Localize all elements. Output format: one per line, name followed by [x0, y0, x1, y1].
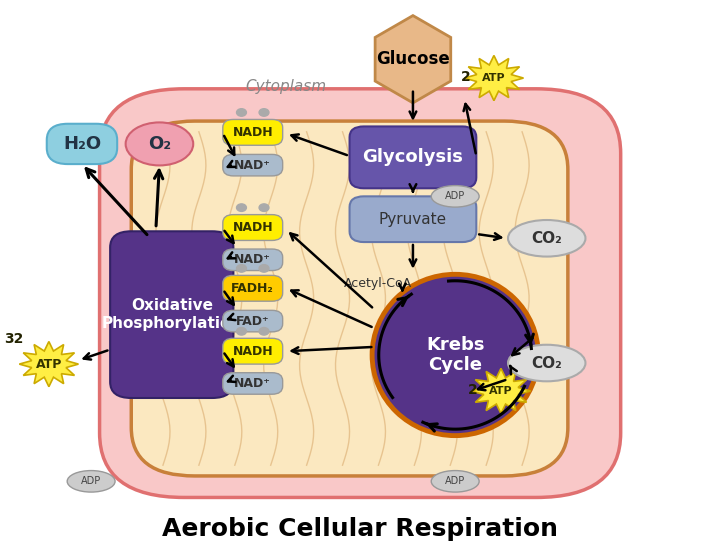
Polygon shape	[464, 56, 523, 100]
Ellipse shape	[508, 220, 586, 257]
FancyBboxPatch shape	[223, 249, 282, 271]
Text: O₂: O₂	[148, 135, 171, 153]
Text: Pyruvate: Pyruvate	[379, 212, 447, 227]
Circle shape	[237, 204, 247, 211]
Circle shape	[237, 265, 247, 272]
Polygon shape	[19, 342, 79, 387]
Text: NADH: NADH	[232, 126, 273, 139]
FancyBboxPatch shape	[223, 275, 282, 301]
Text: ADP: ADP	[445, 476, 465, 486]
Text: Acetyl-CoA: Acetyl-CoA	[344, 277, 412, 290]
Ellipse shape	[126, 122, 193, 165]
FancyBboxPatch shape	[223, 373, 282, 394]
Text: CO₂: CO₂	[531, 355, 562, 371]
Text: ATP: ATP	[36, 358, 62, 371]
FancyBboxPatch shape	[223, 215, 282, 240]
Ellipse shape	[372, 274, 538, 436]
FancyBboxPatch shape	[223, 155, 282, 176]
Text: ADP: ADP	[445, 191, 465, 201]
Circle shape	[237, 328, 247, 335]
FancyBboxPatch shape	[110, 232, 233, 398]
Text: NADH: NADH	[232, 345, 273, 358]
Ellipse shape	[508, 345, 586, 381]
FancyBboxPatch shape	[132, 121, 568, 476]
Text: CO₂: CO₂	[531, 231, 562, 246]
Circle shape	[237, 109, 247, 116]
Text: NAD⁺: NAD⁺	[235, 253, 271, 266]
Text: FAD⁺: FAD⁺	[236, 314, 270, 328]
Text: Krebs
Cycle: Krebs Cycle	[426, 336, 485, 375]
Polygon shape	[471, 369, 531, 413]
Text: Oxidative
Phosphorylation: Oxidative Phosphorylation	[102, 299, 242, 331]
Ellipse shape	[67, 471, 115, 492]
Text: Glucose: Glucose	[376, 50, 450, 68]
Ellipse shape	[431, 186, 479, 207]
FancyBboxPatch shape	[223, 120, 282, 145]
Text: H₂O: H₂O	[63, 135, 101, 153]
FancyBboxPatch shape	[99, 89, 621, 497]
FancyBboxPatch shape	[223, 339, 282, 364]
Text: FADH₂: FADH₂	[232, 282, 274, 295]
Text: NAD⁺: NAD⁺	[235, 377, 271, 390]
FancyBboxPatch shape	[223, 310, 282, 332]
Polygon shape	[375, 16, 450, 103]
FancyBboxPatch shape	[350, 197, 476, 242]
Circle shape	[259, 265, 269, 272]
Text: ADP: ADP	[81, 476, 102, 486]
Text: Glycolysis: Glycolysis	[363, 149, 463, 167]
Text: Aerobic Cellular Respiration: Aerobic Cellular Respiration	[162, 517, 558, 541]
Circle shape	[259, 328, 269, 335]
FancyBboxPatch shape	[350, 127, 476, 188]
Text: ATP: ATP	[489, 386, 513, 396]
Text: Cytoplasm: Cytoplasm	[246, 79, 327, 93]
Text: ATP: ATP	[482, 73, 506, 83]
Ellipse shape	[431, 471, 479, 492]
Text: 32: 32	[4, 332, 24, 346]
Text: NAD⁺: NAD⁺	[235, 159, 271, 171]
Text: 2: 2	[461, 70, 470, 84]
Circle shape	[259, 109, 269, 116]
Circle shape	[259, 204, 269, 211]
Text: 2: 2	[468, 383, 478, 397]
FancyBboxPatch shape	[46, 124, 117, 164]
Text: NADH: NADH	[232, 221, 273, 234]
